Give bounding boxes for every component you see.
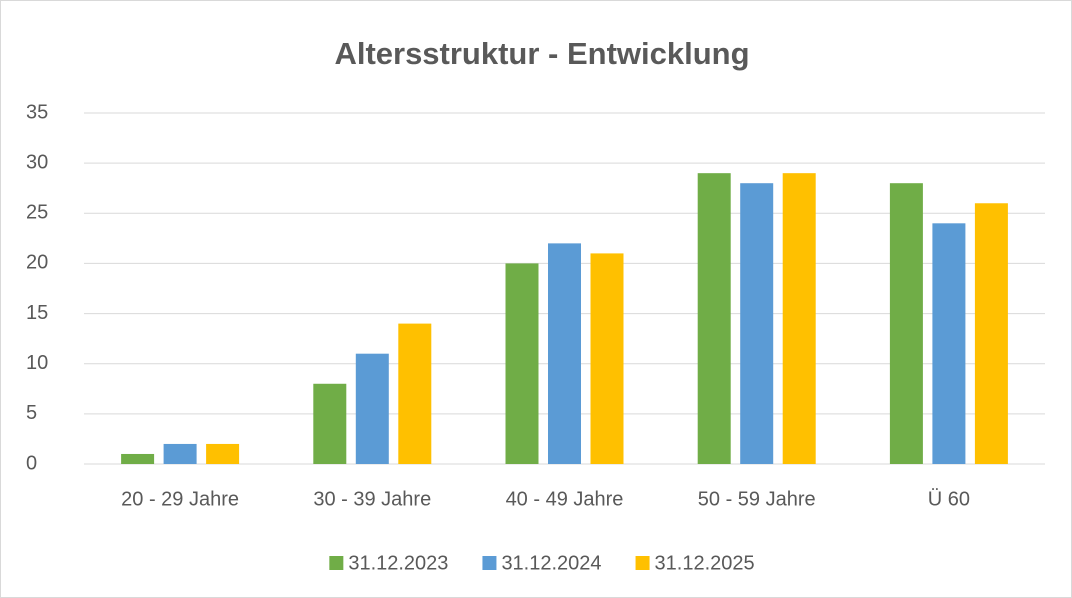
legend-swatch	[635, 556, 650, 570]
y-tick-label: 30	[26, 151, 48, 173]
x-tick-label: 50 - 59 Jahre	[698, 488, 816, 510]
y-tick-label: 35	[26, 101, 48, 123]
bar	[782, 173, 816, 464]
legend-label: 31.12.2023	[348, 552, 448, 574]
bar	[932, 223, 966, 464]
bar	[740, 183, 774, 464]
legend-label: 31.12.2025	[655, 552, 755, 574]
y-tick-label: 15	[26, 302, 48, 324]
bar	[974, 203, 1008, 464]
x-tick-label: 20 - 29 Jahre	[121, 488, 239, 510]
bar	[313, 383, 347, 464]
chart-title: Altersstruktur - Entwicklung	[334, 36, 749, 71]
x-tick-label: 30 - 39 Jahre	[313, 488, 431, 510]
bar	[548, 243, 581, 464]
legend-swatch	[329, 556, 344, 570]
bar	[121, 453, 155, 464]
x-tick-label: Ü 60	[928, 488, 970, 510]
bar	[206, 443, 240, 464]
bar	[697, 173, 731, 464]
x-tick-label: 40 - 49 Jahre	[506, 488, 624, 510]
y-tick-label: 10	[26, 352, 48, 374]
y-tick-label: 5	[26, 402, 37, 424]
bar	[590, 253, 624, 464]
bar	[505, 263, 539, 464]
y-tick-label: 0	[26, 452, 37, 474]
legend-swatch	[482, 556, 497, 570]
bar	[398, 323, 432, 464]
bar	[889, 183, 923, 464]
y-tick-label: 20	[26, 252, 48, 274]
bar	[163, 443, 197, 464]
legend-label: 31.12.2024	[501, 552, 601, 574]
bar	[355, 353, 389, 464]
y-tick-label: 25	[26, 202, 48, 224]
